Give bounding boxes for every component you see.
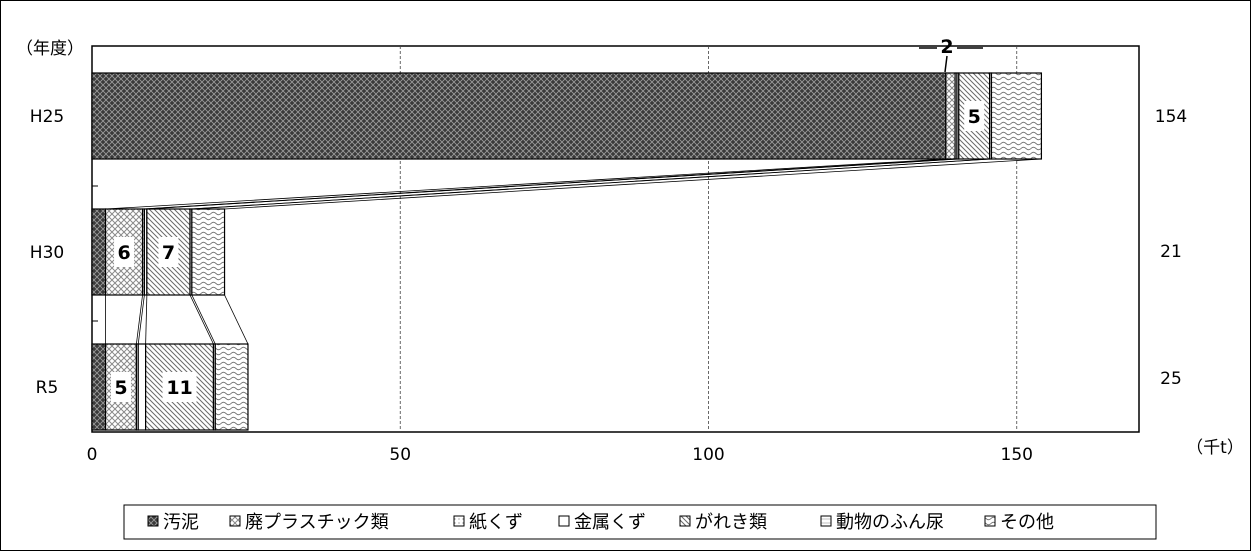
callout-leader: [944, 55, 948, 73]
x-tick-label-0: 0: [87, 445, 98, 465]
data-label-h30-7-bg: [158, 237, 179, 267]
legend-label-5: がれき類: [695, 512, 767, 533]
bar-segment-h30-series-7: [191, 208, 226, 296]
data-labels: 2 5 6 7 5 11: [110, 36, 985, 402]
legend-box: [123, 504, 1157, 540]
connector-line-h25-4: [146, 158, 959, 210]
connector-line-h30-2: [135, 294, 143, 345]
gridlines: [399, 46, 1018, 432]
total-label-r5: 25: [1160, 369, 1182, 389]
y-axis-label: （年度）: [16, 39, 84, 59]
legend-swatch-7: [984, 515, 996, 527]
connector-line-h30-3: [137, 294, 145, 345]
legend-swatch-1: [147, 515, 159, 527]
legend-label-1: 汚泥: [163, 512, 199, 533]
plot-area: 2 5 6 7 5 11: [91, 36, 1140, 433]
legend-swatch-2: [229, 515, 241, 527]
y-tick-label-h25: H25: [30, 107, 64, 127]
data-label-h25-2: 2: [940, 36, 953, 58]
data-label-h25-5-bg: [964, 101, 985, 131]
bars: [91, 72, 1043, 431]
connector-line-h30-6: [191, 294, 216, 345]
bar-segment-r5-series-4: [137, 343, 147, 431]
data-label-r5-11-bg: [162, 372, 197, 402]
y-tick-label-r5: R5: [36, 378, 59, 398]
connector-line-h25-6: [191, 158, 992, 210]
connector-line-h30-7: [224, 294, 249, 345]
legend-label-2: 廃プラスチック類: [245, 512, 389, 533]
x-tick-label-150: 150: [1001, 445, 1033, 465]
legend-label-7: その他: [1000, 512, 1054, 533]
bar-segment-r5-series-7: [214, 343, 249, 431]
legend-swatch-5: [679, 515, 691, 527]
legend-swatch-6: [820, 515, 832, 527]
bar-connectors: [105, 158, 1042, 345]
bar-totals: 154 21 25: [1155, 107, 1187, 389]
connector-line-h25-7: [224, 158, 1042, 210]
connector-line-h30-5: [189, 294, 214, 345]
data-label-h30-6-bg: [114, 237, 135, 267]
y-tick-label-h30: H30: [30, 243, 64, 263]
legend-label-3: 紙くず: [469, 512, 523, 533]
x-axis-ticks: 0 50 100 150: [87, 445, 1033, 465]
connector-line-h25-1: [105, 158, 946, 210]
x-tick-label-50: 50: [389, 445, 411, 465]
x-tick-label-100: 100: [692, 445, 724, 465]
bar-segment-h25-series-1: [91, 72, 947, 160]
data-label-r5-11: 11: [166, 377, 192, 399]
data-label-r5-5-bg: [110, 372, 131, 402]
total-label-h30: 21: [1160, 242, 1182, 262]
legend-swatch-4: [558, 515, 570, 527]
x-axis-unit-label: （千t）: [1186, 438, 1244, 458]
legend: 汚泥 廃プラスチック類 紙くず 金属くず がれき類 動物のふん尿 その他: [123, 504, 1157, 540]
data-label-h25-5: 5: [968, 106, 981, 128]
data-label-r5-5: 5: [114, 377, 127, 399]
legend-label-4: 金属くず: [574, 512, 646, 533]
connector-line-h30-4: [145, 294, 148, 345]
bar-segment-h25-series-2: [945, 72, 956, 160]
data-label-h30-7: 7: [162, 242, 175, 264]
legend-label-6: 動物のふん尿: [836, 512, 944, 533]
bar-segment-h30-series-1: [91, 208, 107, 296]
total-label-h25: 154: [1155, 107, 1187, 127]
y-axis-ticks: H25 H30 R5: [30, 45, 98, 398]
legend-swatch-3: [453, 515, 465, 527]
bar-segment-h25-series-7: [990, 72, 1043, 160]
data-label-h30-6: 6: [117, 242, 130, 264]
bar-segment-r5-series-1: [91, 343, 107, 431]
